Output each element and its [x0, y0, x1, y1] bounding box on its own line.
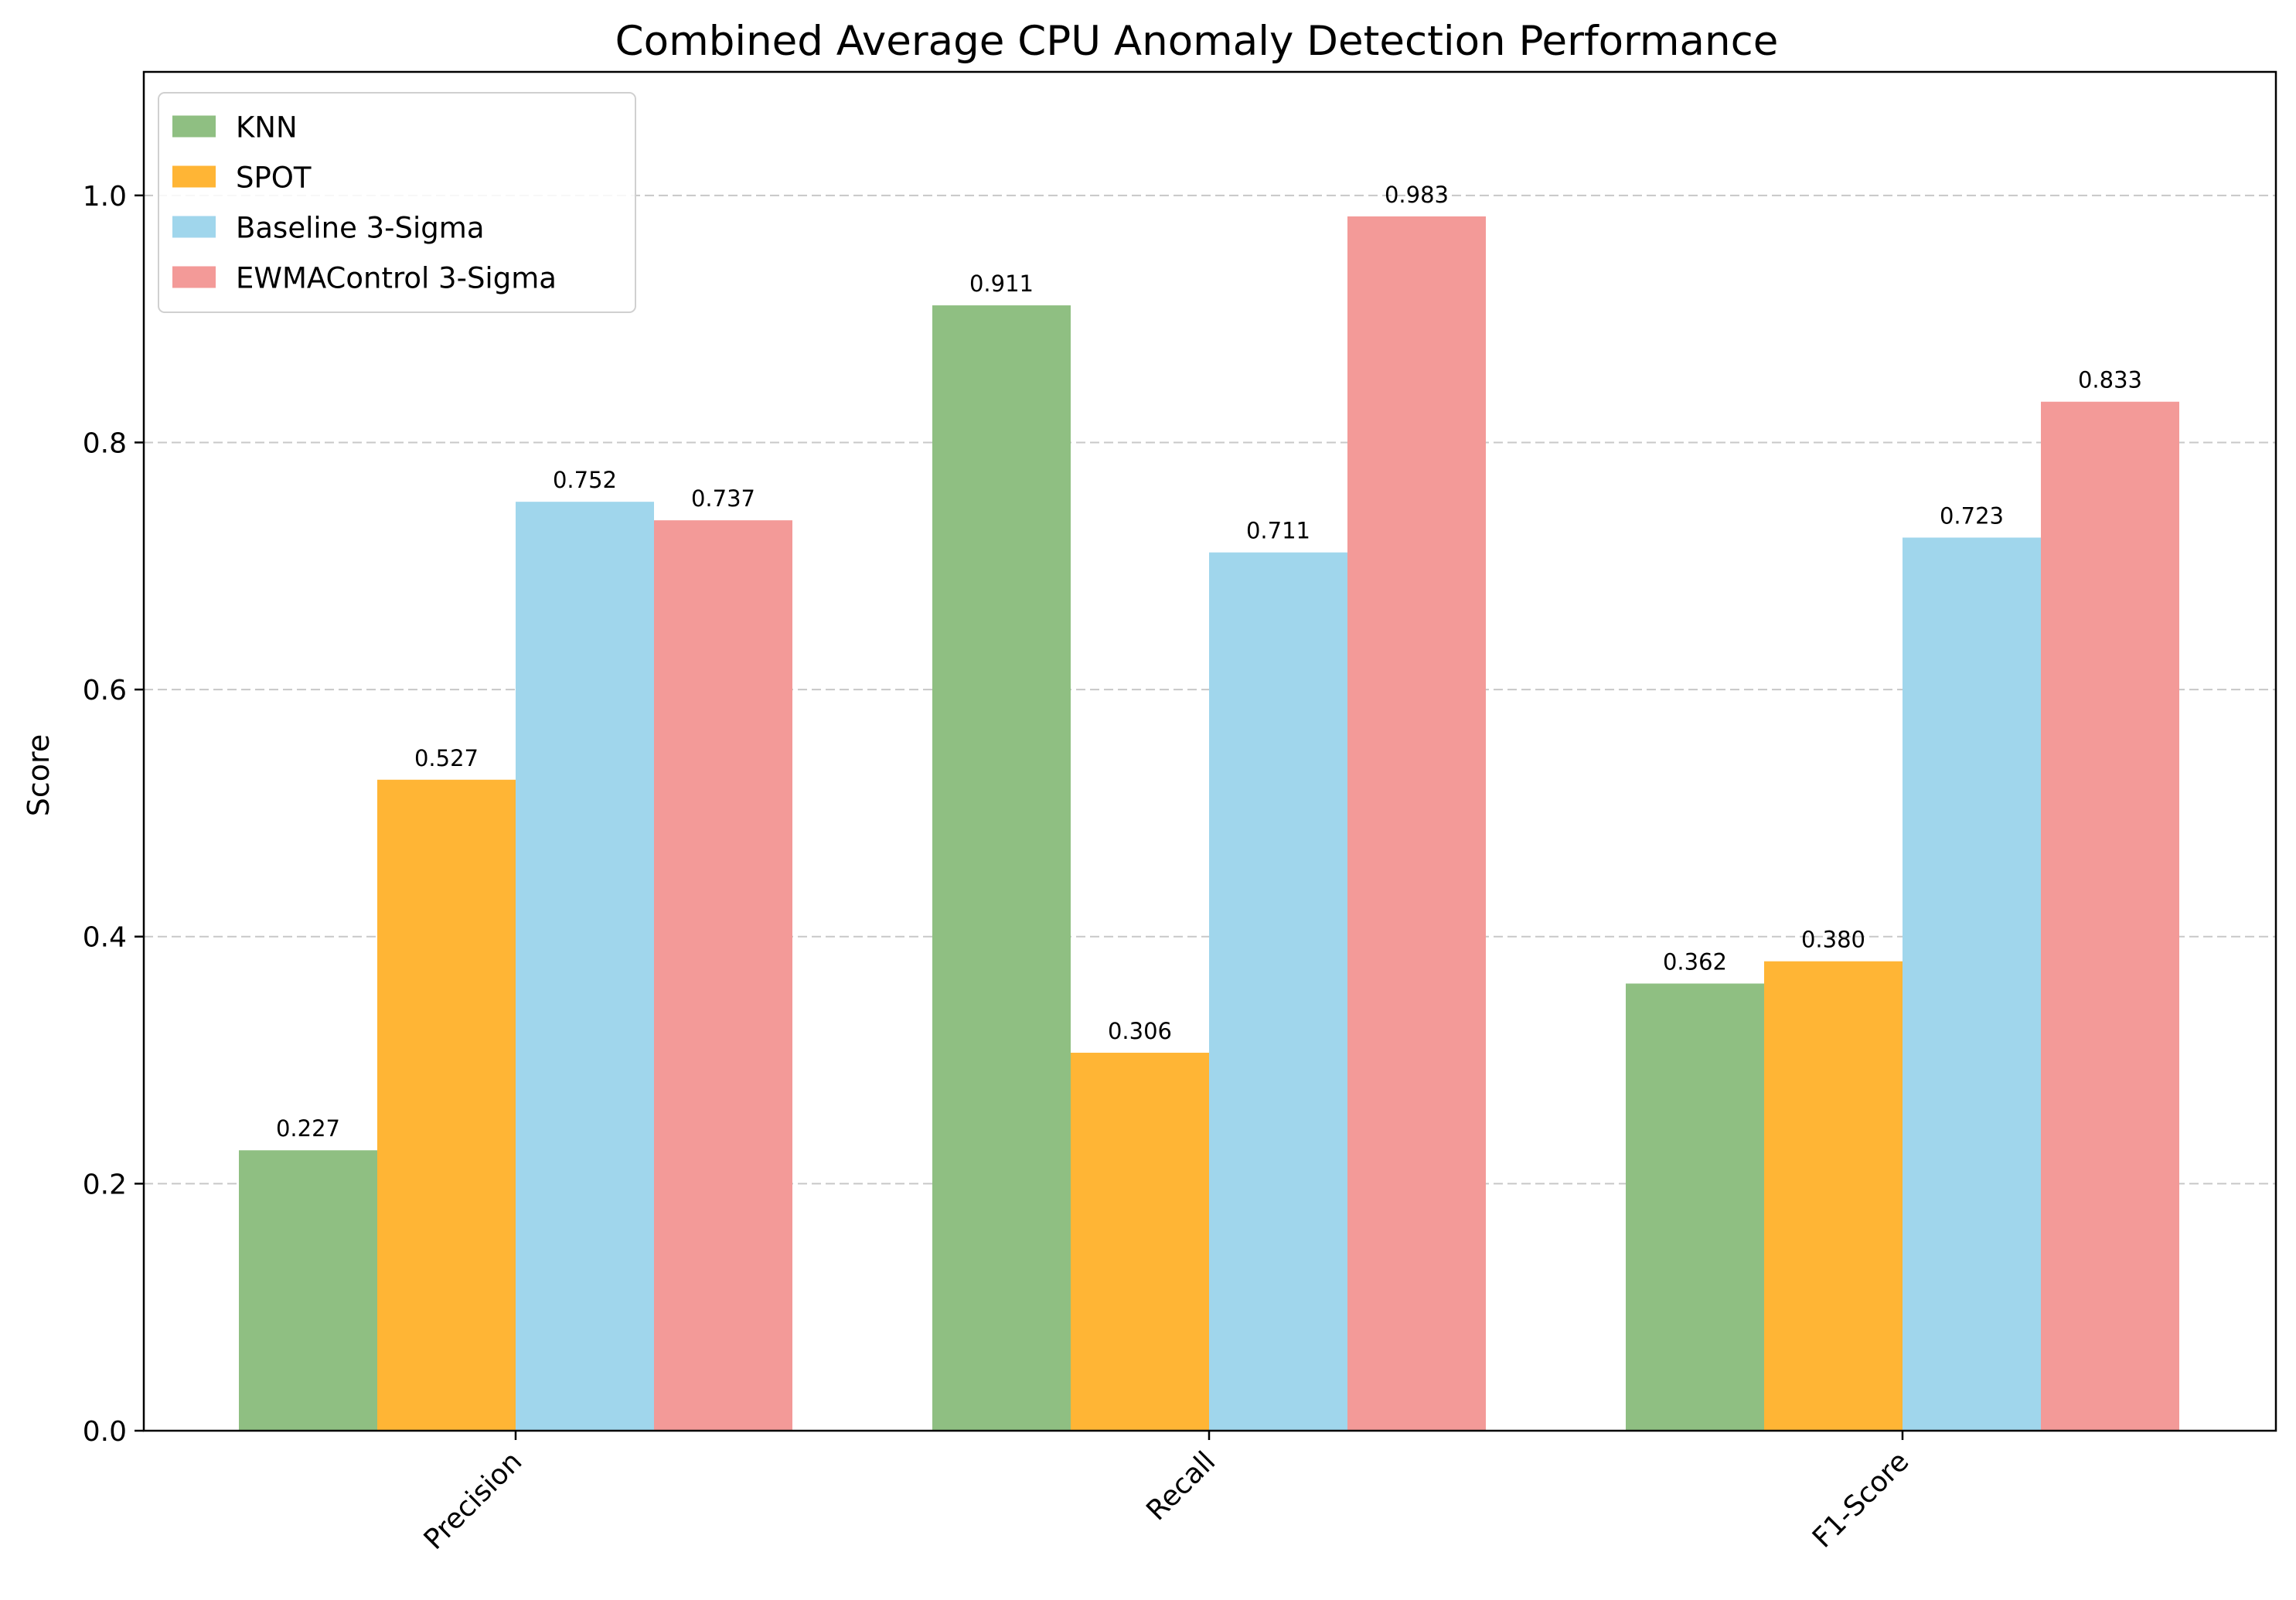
data-label: 0.752 [553, 467, 617, 493]
data-label: 0.833 [2078, 367, 2142, 393]
data-label: 0.306 [1108, 1018, 1172, 1044]
bar-knn-f1-score [1626, 983, 1764, 1431]
bar-spot-precision [377, 779, 516, 1431]
y-tick-label: 0.2 [83, 1169, 127, 1200]
data-label: 0.527 [414, 745, 479, 771]
legend: KNN SPOT Baseline 3-Sigma EWMAControl 3-Sig… [158, 92, 636, 313]
bar-baseline-3-sigma-f1-score [1903, 537, 2041, 1431]
legend-label: Baseline 3-Sigma [236, 212, 485, 245]
legend-box [158, 92, 636, 313]
legend-swatch [172, 165, 216, 188]
bar-knn-recall [932, 305, 1071, 1431]
legend-label: EWMAControl 3-Sigma [236, 262, 557, 295]
legend-label: SPOT [236, 162, 312, 195]
y-tick-label: 1.0 [83, 181, 127, 213]
data-label: 0.723 [1940, 503, 2004, 529]
bars [239, 216, 2179, 1431]
y-tick-label: 0.0 [83, 1416, 127, 1448]
bar-ewmacontrol-3-sigma-recall [1347, 216, 1486, 1431]
legend-swatch [172, 266, 216, 288]
data-label: 0.711 [1246, 518, 1310, 544]
legend-swatch [172, 115, 216, 138]
bar-ewmacontrol-3-sigma-f1-score [2041, 401, 2179, 1431]
legend-swatch [172, 216, 216, 238]
data-labels: 0.227 0.527 0.752 0.737 0.911 0.306 0.711 0.983… [276, 182, 2142, 1142]
data-label: 0.983 [1385, 182, 1449, 208]
y-tick-label: 0.6 [83, 675, 127, 706]
data-label: 0.380 [1801, 927, 1865, 953]
bar-spot-f1-score [1764, 961, 1903, 1431]
chart-title: Combined Average CPU Anomaly Detection P… [615, 18, 1779, 65]
bar-baseline-3-sigma-recall [1209, 552, 1347, 1431]
bar-knn-precision [239, 1150, 377, 1431]
y-tick-label: 0.8 [83, 427, 127, 459]
bar-baseline-3-sigma-precision [516, 502, 654, 1431]
data-label: 0.737 [691, 485, 755, 512]
y-axis-label: Score [22, 734, 56, 816]
y-tick-label: 0.4 [83, 922, 127, 954]
bar-spot-recall [1071, 1052, 1209, 1431]
data-label: 0.362 [1663, 948, 1727, 975]
data-label: 0.911 [969, 271, 1034, 297]
bar-ewmacontrol-3-sigma-precision [654, 520, 792, 1431]
data-label: 0.227 [276, 1115, 340, 1142]
legend-label: KNN [236, 111, 298, 145]
